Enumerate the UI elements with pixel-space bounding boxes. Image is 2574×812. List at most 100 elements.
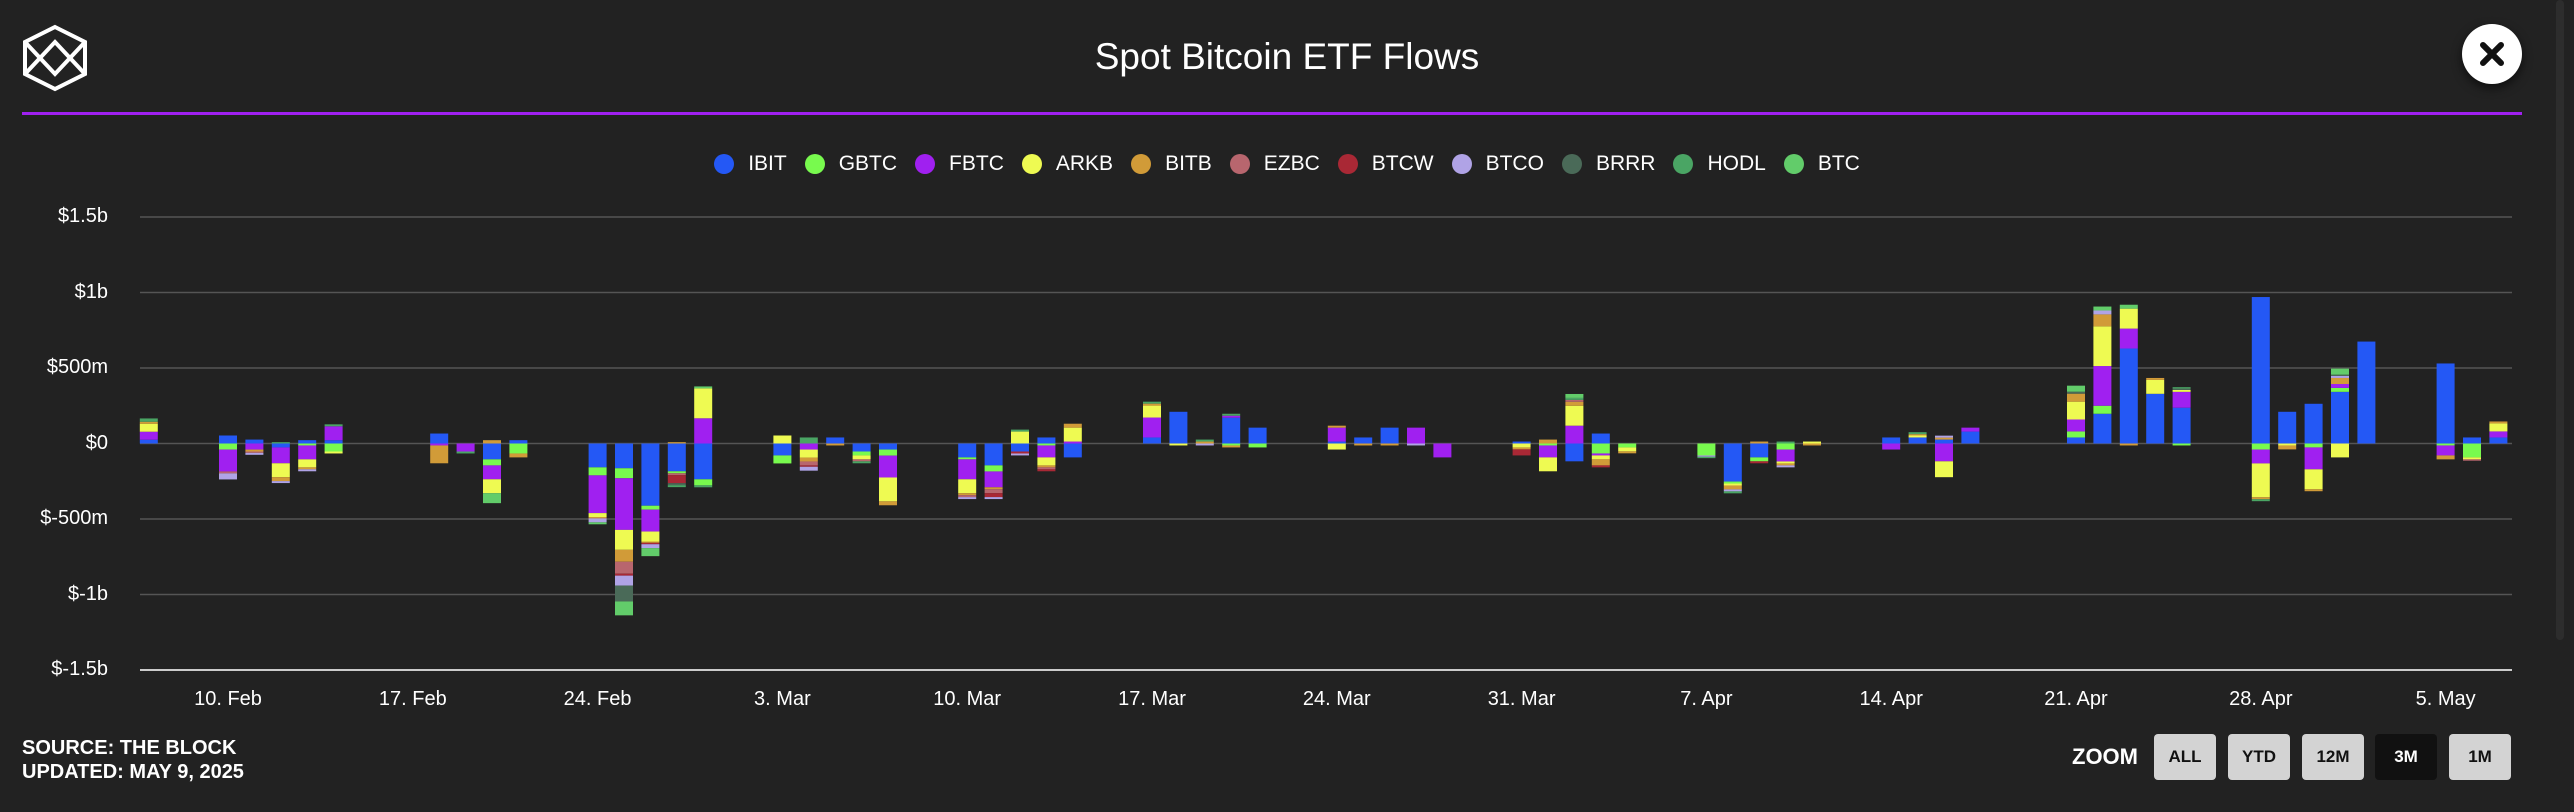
bar-ibit-2025-02-26[interactable]	[641, 443, 660, 506]
legend-item-hodl[interactable]: HODL	[1673, 152, 1766, 176]
bar-gbtc-2025-04-28[interactable]	[2251, 443, 2270, 450]
bar-bitb-2025-02-25[interactable]	[615, 549, 633, 562]
bar-btcw-2025-03-31[interactable]	[1512, 449, 1531, 456]
bar-hodl-2025-04-07[interactable]	[1697, 456, 1716, 459]
bar-fbtc-2025-03-14[interactable]	[1063, 441, 1082, 444]
bar-btcw-2025-02-25[interactable]	[615, 573, 633, 576]
zoom-button-1m[interactable]: 1M	[2449, 734, 2511, 780]
bar-fbtc-2025-03-10[interactable]	[958, 459, 977, 480]
bar-ezbc-2025-05-06[interactable]	[2463, 459, 2481, 461]
legend-item-gbtc[interactable]: GBTC	[804, 152, 897, 176]
bar-hodl-2025-04-10[interactable]	[1776, 441, 1795, 444]
bar-arkb-2025-02-07[interactable]	[139, 423, 158, 432]
bar-ibit-2025-03-14[interactable]	[1063, 443, 1082, 458]
bar-bitb-2025-04-23[interactable]	[2119, 443, 2138, 446]
bar-fbtc-2025-03-04[interactable]	[799, 443, 818, 450]
bar-fbtc-2025-02-26[interactable]	[641, 509, 660, 532]
bar-hodl-2025-04-08[interactable]	[1723, 491, 1742, 494]
bar-btc-2025-04-21[interactable]	[2067, 385, 2085, 392]
bar-bitb-2025-02-18[interactable]	[430, 445, 449, 464]
bar-btc-2025-02-25[interactable]	[615, 601, 633, 616]
bar-fbtc-2025-04-25[interactable]	[2172, 391, 2191, 408]
bar-btco-2025-02-12[interactable]	[271, 481, 290, 484]
bar-fbtc-2025-02-18[interactable]	[430, 443, 449, 446]
bar-fbtc-2025-02-28[interactable]	[694, 418, 713, 444]
bar-arkb-2025-03-17[interactable]	[1143, 405, 1161, 418]
bar-arkb-2025-04-22[interactable]	[2093, 326, 2112, 367]
bar-gbtc-2025-02-28[interactable]	[694, 479, 713, 486]
bar-ibit-2025-04-15[interactable]	[1908, 437, 1927, 444]
bar-ezbc-2025-03-10[interactable]	[958, 495, 977, 498]
bar-bitb-2025-04-10[interactable]	[1776, 463, 1795, 466]
bar-fbtc-2025-03-24[interactable]	[1327, 427, 1346, 442]
bar-fbtc-2025-04-30[interactable]	[2304, 447, 2323, 470]
bar-bitb-2025-02-11[interactable]	[245, 449, 264, 452]
zoom-button-3m[interactable]: 3M	[2375, 734, 2437, 780]
bar-gbtc-2025-02-27[interactable]	[667, 471, 686, 474]
bar-hodl-2025-02-12[interactable]	[271, 442, 290, 444]
bar-btco-2025-04-07[interactable]	[1697, 455, 1716, 457]
bar-fbtc-2025-05-05[interactable]	[2436, 445, 2455, 456]
bar-bitb-2025-04-22[interactable]	[2093, 314, 2112, 327]
bar-ibit-2025-04-22[interactable]	[2093, 413, 2112, 444]
bar-arkb-2025-04-15[interactable]	[1908, 435, 1927, 438]
bar-bitb-2025-04-08[interactable]	[1723, 485, 1742, 490]
bar-ibit-2025-03-17[interactable]	[1143, 437, 1161, 444]
bar-gbtc-2025-04-10[interactable]	[1776, 443, 1795, 450]
bar-ibit-2025-02-14[interactable]	[324, 440, 343, 444]
bar-arkb-2025-04-08[interactable]	[1723, 483, 1742, 486]
bar-arkb-2025-04-03[interactable]	[1591, 455, 1610, 460]
bar-arkb-2025-04-10[interactable]	[1776, 461, 1795, 464]
bar-arkb-2025-05-01[interactable]	[2331, 443, 2349, 458]
bar-gbtc-2025-05-01[interactable]	[2331, 387, 2349, 392]
bar-ibit-2025-03-31[interactable]	[1512, 441, 1531, 444]
bar-btco-2025-04-16[interactable]	[1935, 435, 1953, 438]
bar-bitb-2025-04-04[interactable]	[1618, 451, 1637, 454]
bar-gbtc-2025-04-01[interactable]	[1539, 443, 1557, 446]
bar-ibit-2025-02-18[interactable]	[430, 433, 449, 444]
bar-arkb-2025-04-04[interactable]	[1618, 447, 1637, 452]
bar-bitb-2025-05-01[interactable]	[2331, 377, 2349, 385]
bar-btc-2025-04-23[interactable]	[2119, 304, 2138, 309]
bar-hodl-2025-03-17[interactable]	[1143, 401, 1161, 404]
bar-gbtc-2025-03-06[interactable]	[852, 451, 871, 456]
bar-gbtc-2025-02-24[interactable]	[588, 467, 607, 476]
bar-bitb-2025-02-12[interactable]	[271, 477, 290, 482]
bar-fbtc-2025-02-12[interactable]	[271, 447, 290, 464]
bar-bitb-2025-02-20[interactable]	[483, 440, 501, 444]
bar-ibit-2025-04-02[interactable]	[1565, 443, 1584, 462]
bar-fbtc-2025-02-14[interactable]	[324, 426, 343, 441]
bar-hodl-2025-02-27[interactable]	[667, 485, 686, 488]
bar-ibit-2025-05-01[interactable]	[2331, 391, 2349, 444]
bar-btcw-2025-04-09[interactable]	[1750, 461, 1769, 464]
bar-gbtc-2025-03-13[interactable]	[1037, 443, 1056, 446]
bar-ezbc-2025-02-27[interactable]	[667, 473, 686, 476]
bar-hodl-2025-03-20[interactable]	[1222, 413, 1241, 416]
bar-ibit-2025-05-06[interactable]	[2463, 437, 2481, 444]
bar-hodl-2025-03-12[interactable]	[1011, 429, 1029, 432]
bar-ibit-2025-02-24[interactable]	[588, 443, 607, 468]
bar-gbtc-2025-04-22[interactable]	[2093, 405, 2112, 414]
bar-fbtc-2025-02-25[interactable]	[615, 478, 633, 530]
bar-fbtc-2025-04-28[interactable]	[2251, 449, 2270, 464]
bar-hodl-2025-02-14[interactable]	[324, 424, 343, 427]
bar-btc-2025-04-02[interactable]	[1565, 393, 1584, 398]
bar-bitb-2025-03-05[interactable]	[826, 443, 845, 446]
bar-bitb-2025-04-29[interactable]	[2278, 445, 2297, 450]
bar-gbtc-2025-04-21[interactable]	[2067, 431, 2085, 438]
bar-fbtc-2025-04-14[interactable]	[1882, 443, 1901, 450]
bar-btcw-2025-02-27[interactable]	[667, 475, 686, 484]
bar-bitb-2025-02-13[interactable]	[298, 467, 317, 470]
bar-arkb-2025-05-06[interactable]	[2463, 457, 2481, 460]
bar-brrr-2025-04-21[interactable]	[2067, 391, 2085, 394]
bar-gbtc-2025-03-03[interactable]	[773, 455, 792, 464]
bar-brrr-2025-05-01[interactable]	[2331, 374, 2349, 377]
bar-ibit-2025-03-24[interactable]	[1327, 441, 1346, 444]
bar-hodl-2025-04-25[interactable]	[2172, 387, 2191, 389]
bar-fbtc-2025-04-23[interactable]	[2119, 328, 2138, 349]
bar-brrr-2025-02-27[interactable]	[667, 483, 686, 486]
bar-fbtc-2025-03-13[interactable]	[1037, 445, 1056, 458]
bar-gbtc-2025-05-05[interactable]	[2436, 443, 2455, 446]
bar-bitb-2025-03-10[interactable]	[958, 493, 977, 496]
bar-ibit-2025-04-30[interactable]	[2304, 403, 2323, 444]
